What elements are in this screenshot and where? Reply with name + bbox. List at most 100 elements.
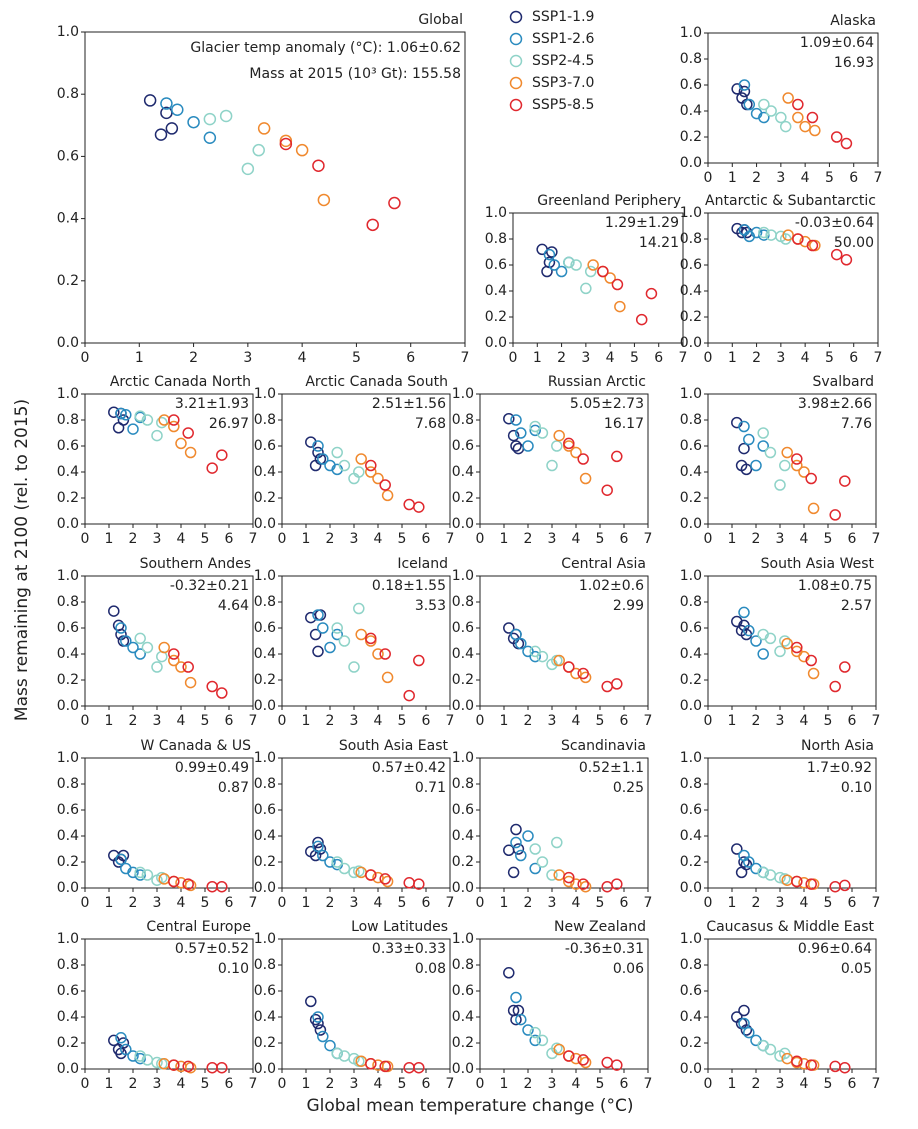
y-tick-label: 0.4 [254,1009,276,1025]
point [601,484,613,496]
annotation: 16.17 [604,416,644,432]
x-tick-label: 0 [509,350,518,366]
x-tick-label: 2 [752,350,761,366]
point [241,162,255,176]
point [611,450,623,463]
y-tick-label: 1.0 [680,931,702,947]
point [365,869,377,881]
point [355,453,367,465]
y-tick-label: 1.0 [452,386,474,402]
y-tick-label: 0.8 [452,957,474,973]
point [216,687,228,699]
x-tick-label: 4 [800,713,809,729]
point [175,437,187,450]
x-tick-label: 0 [476,531,485,547]
point [546,246,558,258]
point [117,635,130,647]
point [829,509,841,521]
point [216,880,228,893]
y-tick-label: 0.2 [254,1035,276,1051]
point [743,1026,755,1039]
axes-frame [707,393,877,525]
point [314,609,327,621]
x-tick-label: 5 [398,1076,407,1092]
point [151,1056,163,1069]
point [740,463,753,476]
x-axis-label: Global mean temperature change (°C) [306,1096,633,1116]
annotation: Glacier temp anomaly (°C): 1.06±0.62 [190,40,461,56]
point [216,1061,228,1074]
annotation: 0.08 [415,961,446,977]
annotation: 1.09±0.64 [800,35,874,51]
point [279,137,293,151]
x-tick-label: 3 [548,895,557,911]
point [331,622,343,634]
x-tick-label: 6 [848,895,857,911]
point [536,243,548,256]
point [597,265,609,278]
y-axis-label: Mass remaining at 2100 (rel. to 2015) [12,399,32,721]
point [546,869,558,881]
point [529,1034,541,1047]
x-tick-label: 4 [800,1076,809,1092]
point [312,645,324,658]
y-tick-label: 0.8 [57,957,79,973]
point [134,632,146,645]
point [553,1043,565,1056]
panel-title: Antarctic & Subantarctic [705,193,876,209]
x-tick-label: 1 [728,895,737,911]
point [807,502,820,515]
point [182,661,194,673]
point [840,137,853,150]
point [809,124,821,137]
x-tick-label: 3 [153,531,162,547]
x-tick-label: 5 [201,895,210,911]
x-tick-label: 6 [848,1076,857,1092]
x-tick-label: 4 [606,350,615,366]
point [536,856,549,868]
y-tick-label: 0.0 [254,1061,276,1077]
annotation: 1.08±0.75 [798,578,872,594]
point [779,120,792,133]
point [252,143,265,157]
point [738,85,751,98]
x-tick-label: 5 [201,531,210,547]
panel-title: Arctic Canada North [110,374,251,390]
x-tick-label: 2 [326,1076,335,1092]
point [791,459,803,472]
axes-frame [707,212,879,344]
panel-title: Greenland Periphery [537,193,681,209]
point [791,453,803,465]
x-tick-label: 4 [177,531,186,547]
point [338,459,351,472]
y-tick-label: 0.6 [452,983,474,999]
y-tick-label: 0.2 [254,672,276,688]
x-tick-label: 0 [704,713,713,729]
x-tick-label: 6 [849,350,858,366]
point [168,875,180,888]
y-tick-label: 1.0 [452,568,474,584]
point [317,1030,329,1043]
axes-frame [512,212,684,344]
point [563,256,575,269]
y-tick-label: 0.6 [57,438,79,454]
x-tick-label: 7 [446,1076,455,1092]
y-tick-label: 1.0 [57,386,79,402]
x-tick-label: 1 [135,350,144,366]
point [791,875,803,888]
x-tick-label: 7 [249,895,258,911]
x-tick-label: 0 [704,1076,713,1092]
x-tick-label: 3 [548,531,557,547]
point [510,628,522,641]
x-tick-label: 7 [249,713,258,729]
x-tick-label: 2 [129,531,138,547]
point [779,1047,791,1060]
point [792,233,804,245]
point [551,440,563,452]
point [314,1024,327,1036]
point [570,259,582,271]
axes-frame [707,757,877,889]
y-tick-label: 0.8 [485,231,507,247]
x-tick-label: 3 [548,1076,557,1092]
point [579,880,592,893]
